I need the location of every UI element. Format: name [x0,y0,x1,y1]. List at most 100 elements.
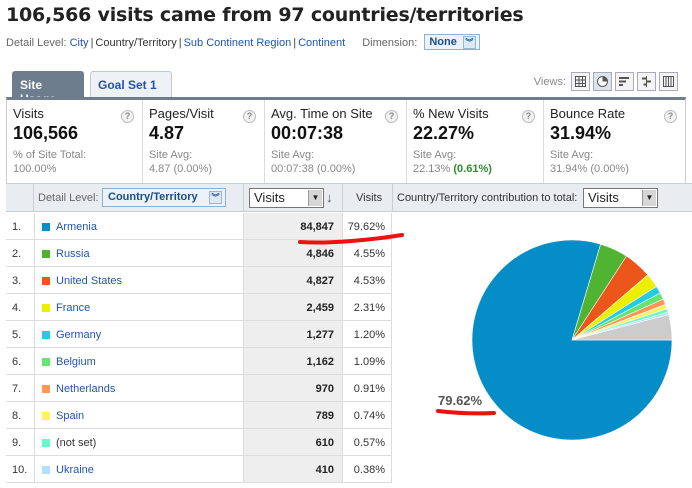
visits-value: 84,847 [300,221,334,233]
table-header: Detail Level: Country/Territory ︾ Visits… [6,183,692,212]
metric-value: 4.87 [149,123,185,143]
dropdown-arrow-icon: ▼ [308,190,322,206]
table-row: 7. Netherlands 970 0.91% [6,375,392,402]
visits-value: 410 [315,464,334,476]
percent-cell: 1.20% [342,321,392,347]
metric-select[interactable]: Visits ▼ [249,188,324,208]
country-link[interactable]: United States [56,275,123,287]
pivot-view-button[interactable] [659,72,678,91]
row-number: 6. [12,356,22,368]
separator: | [178,37,182,49]
pie-slice-other[interactable] [571,314,673,341]
bar-view-icon [619,77,629,86]
country-link[interactable]: Ukraine [56,464,94,476]
pie-main-slice-label: 79.62% [438,393,483,408]
country-link[interactable]: Germany [56,329,102,341]
pie-svg [471,239,673,441]
metric-bounce-rate: Bounce Rate 31.94% Site Avg: 31.94% (0.00… [544,100,685,183]
contribution-select[interactable]: Visits ▼ [583,188,658,208]
pie-view-button[interactable] [593,72,612,91]
percent-value: 1.09% [353,356,385,368]
separator: | [293,37,297,49]
percent-value: 0.57% [353,437,385,449]
detail-link-sub-continent[interactable]: Sub Continent Region [183,37,292,49]
row-number: 7. [12,383,22,395]
comparison-view-button[interactable] [637,72,656,91]
metric-sub-value: 4.87 (0.00%) [149,163,212,175]
country-link[interactable]: France [56,302,91,314]
metric-sub: Site Avg: 22.13% (0.61%) [413,148,537,176]
metric-visits: Visits 106,566 % of Site Total: 100.00% ? [7,100,143,183]
percent-cell: 2.31% [342,294,392,320]
country-cell: (not set) [34,429,243,455]
color-swatch [42,385,50,393]
contribution-pie-chart [392,213,692,483]
country-link[interactable]: Belgium [56,356,96,368]
help-icon[interactable]: ? [385,110,398,123]
detail-level-select[interactable]: Country/Territory ︾ [102,188,226,207]
chevron-down-icon: ︾ [462,36,476,49]
detail-link-continent[interactable]: Continent [298,37,346,49]
dropdown-arrow-icon: ▼ [642,190,656,206]
visits-cell: 789 [243,402,342,428]
percent-value: 4.55% [353,248,385,260]
country-link[interactable]: Armenia [56,221,97,233]
country-link[interactable]: Spain [56,410,85,422]
percent-value: 4.53% [353,275,385,287]
dimension-select[interactable]: None ︾ [424,34,480,50]
metric-sub: Site Avg: 31.94% (0.00%) [550,148,679,176]
help-icon[interactable]: ? [664,110,677,123]
table-row: 8. Spain 789 0.74% [6,402,392,429]
visits-cell: 2,459 [243,294,342,320]
metric-label: Avg. Time on Site [271,106,373,121]
percent-cell: 0.91% [342,375,392,401]
visits-cell: 610 [243,429,342,455]
detail-level-value: Country/Territory [108,191,198,203]
country-cell: Armenia [34,213,243,239]
metric-sub-value: 31.94% (0.00%) [550,163,629,175]
country-table: 1. Armenia 84,847 79.62% 2. Russia 4,846 4.55% 3… [6,213,392,483]
row-number: 9. [12,437,22,449]
tab-goal-set-1[interactable]: Goal Set 1 [90,71,172,97]
metric-pages-visit: Pages/Visit 4.87 Site Avg: 4.87 (0.00%) ? [143,100,265,183]
metric-sub-label: Site Avg: [149,149,193,161]
sort-desc-icon[interactable]: ↓ [326,190,333,205]
color-swatch [42,331,50,339]
detail-current-country: Country/Territory [95,37,177,49]
percent-cell: 79.62% [342,213,392,239]
visits-value: 1,162 [306,356,334,368]
comparison-view-icon [642,76,651,87]
table-row: 2. Russia 4,846 4.55% [6,240,392,267]
row-number: 10. [12,464,28,476]
visits-value: 4,846 [306,248,334,260]
metrics-scorecard: Visits 106,566 % of Site Total: 100.00% ?… [6,97,686,183]
detail-link-city[interactable]: City [69,37,89,49]
visits-value: 970 [315,383,334,395]
visits-value: 789 [315,410,334,422]
metric-sub-label: % of Site Total: [13,149,87,161]
help-icon[interactable]: ? [522,110,535,123]
country-link[interactable]: Russia [56,248,90,260]
row-number: 3. [12,275,22,287]
row-number: 2. [12,248,22,260]
metric-label: % New Visits [413,106,489,121]
table-view-button[interactable] [571,72,590,91]
percent-value: 0.91% [353,383,385,395]
bar-view-button[interactable] [615,72,634,91]
metric-sub-label: Site Avg: [413,149,457,161]
percent-cell: 0.57% [342,429,392,455]
dimension-value: None [429,36,457,48]
contribution-select-value: Visits [588,190,619,205]
metric-sub-value: 22.13% [413,163,454,175]
color-swatch [42,466,50,474]
country-link[interactable]: Netherlands [56,383,116,395]
annotation-underline [436,409,496,416]
metric-change-positive: (0.61%) [453,163,492,175]
views-label: Views: [533,76,566,88]
percent-value: 0.38% [353,464,385,476]
metric-label: Pages/Visit [149,106,214,121]
column-header-visits-pct[interactable]: Visits [356,192,383,204]
help-icon[interactable]: ? [121,110,134,123]
help-icon[interactable]: ? [243,110,256,123]
country-link[interactable]: (not set) [56,437,97,449]
